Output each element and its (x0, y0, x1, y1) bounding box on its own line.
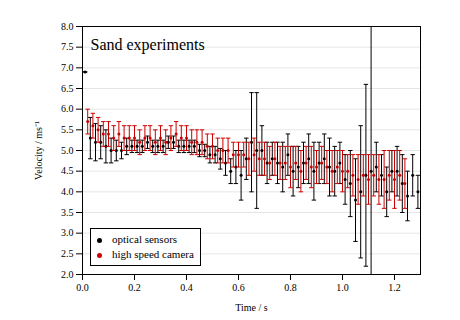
svg-text:0.0: 0.0 (76, 282, 89, 293)
svg-text:Time / s: Time / s (235, 302, 268, 313)
svg-text:2.0: 2.0 (61, 269, 74, 280)
svg-text:6.5: 6.5 (61, 83, 74, 94)
svg-text:1.2: 1.2 (388, 282, 401, 293)
svg-text:6.0: 6.0 (61, 103, 74, 114)
svg-text:3.5: 3.5 (61, 207, 74, 218)
svg-text:0.4: 0.4 (180, 282, 193, 293)
svg-text:0.6: 0.6 (232, 282, 245, 293)
html-text:optical sensors: optical sensors (112, 233, 178, 245)
svg-text:0.8: 0.8 (284, 282, 297, 293)
svg-text:7.0: 7.0 (61, 62, 74, 73)
svg-text:3.0: 3.0 (61, 227, 74, 238)
svg-text:8.0: 8.0 (61, 21, 74, 32)
svg-text:5.0: 5.0 (61, 145, 74, 156)
svg-text:2.5: 2.5 (61, 248, 74, 259)
svg-text:0.2: 0.2 (128, 282, 141, 293)
svg-text:Velocity / ms⁻¹: Velocity / ms⁻¹ (33, 121, 44, 180)
svg-text:5.5: 5.5 (61, 124, 74, 135)
svg-text:Sand experiments: Sand experiments (91, 36, 205, 54)
svg-text:7.5: 7.5 (61, 41, 74, 52)
svg-text:1.0: 1.0 (336, 282, 349, 293)
svg-text:4.5: 4.5 (61, 165, 74, 176)
html-text:high speed camera: high speed camera (112, 248, 194, 260)
svg-text:4.0: 4.0 (61, 186, 74, 197)
